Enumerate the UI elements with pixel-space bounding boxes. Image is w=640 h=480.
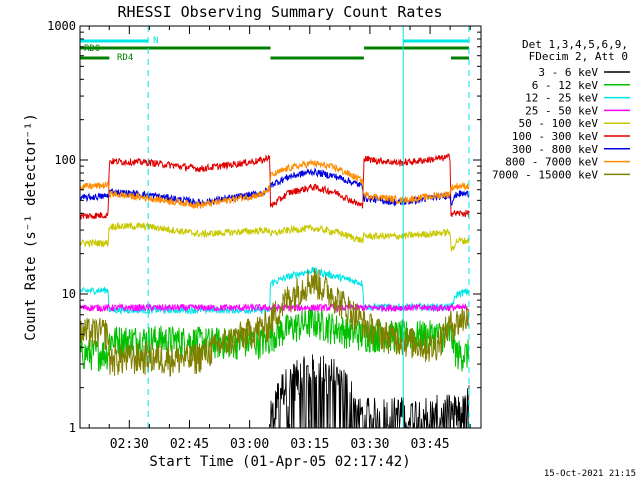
x-tick-label: 02:45 — [170, 437, 209, 452]
series-line-5 — [79, 221, 470, 252]
flag-label-rd0: RD0 — [84, 44, 100, 54]
x-tick-label: 03:30 — [350, 437, 389, 452]
legend-header-line: FDecim 2, Att 0 — [529, 50, 628, 63]
plot-frame — [79, 25, 482, 429]
series-line-6 — [79, 152, 470, 220]
y-tick-label: 100 — [54, 153, 76, 167]
series-line-8 — [79, 158, 470, 210]
series-2-group — [79, 308, 470, 373]
flag-label-rd4: RD4 — [117, 53, 133, 63]
series-line-9 — [79, 268, 470, 377]
series-6-group — [79, 152, 470, 220]
series-9-group — [79, 268, 470, 377]
x-tick-label: 03:15 — [290, 437, 329, 452]
x-tick-label: 03:45 — [411, 437, 450, 452]
legend-label: 3 - 6 keV — [538, 66, 598, 79]
legend-label: 300 - 800 keV — [512, 143, 598, 156]
series-4-group — [79, 302, 469, 313]
chart-title: RHESSI Observing Summary Count Rates — [117, 3, 442, 21]
timestamp: 15-Oct-2021 21:15 — [544, 469, 636, 479]
y-axis-label: Count Rate (s⁻¹ detector⁻¹) — [23, 113, 39, 341]
legend-label: 12 - 25 keV — [525, 92, 598, 105]
legend-header-line: Det 1,3,4,5,6,9, — [522, 38, 628, 51]
legend-label: 800 - 7000 keV — [505, 156, 598, 169]
flag-label-n: N — [153, 36, 158, 46]
y-tick-label: 10 — [62, 287, 76, 301]
x-tick-label: 02:30 — [110, 437, 149, 452]
series-line-4 — [79, 302, 469, 313]
flags-layer: N RD0 RD4 — [80, 36, 469, 63]
legend-label: 50 - 100 keV — [519, 117, 599, 130]
legend: Det 1,3,4,5,6,9,FDecim 2, Att 0 3 - 6 keV… — [492, 38, 630, 181]
x-tick-label: 03:00 — [230, 437, 269, 452]
legend-label: 25 - 50 keV — [525, 104, 598, 117]
legend-label: 7000 - 15000 keV — [492, 168, 598, 181]
legend-label: 100 - 300 keV — [512, 130, 598, 143]
legend-label: 6 - 12 keV — [532, 79, 599, 92]
y-tick-label: 1000 — [47, 19, 76, 33]
y-axis-label-group: Count Rate (s⁻¹ detector⁻¹) — [23, 113, 39, 341]
series-8-group — [79, 158, 470, 210]
x-axis-label: Start Time (01-Apr-05 02:17:42) — [149, 454, 410, 470]
axes-layer: 1 10 100 1000 02:30 02:45 03:00 03:15 03:30 03:45 — [47, 19, 481, 452]
series-line-2 — [79, 308, 470, 373]
series-layer — [79, 152, 470, 430]
series-5-group — [79, 221, 470, 252]
y-tick-label: 1 — [69, 421, 76, 435]
